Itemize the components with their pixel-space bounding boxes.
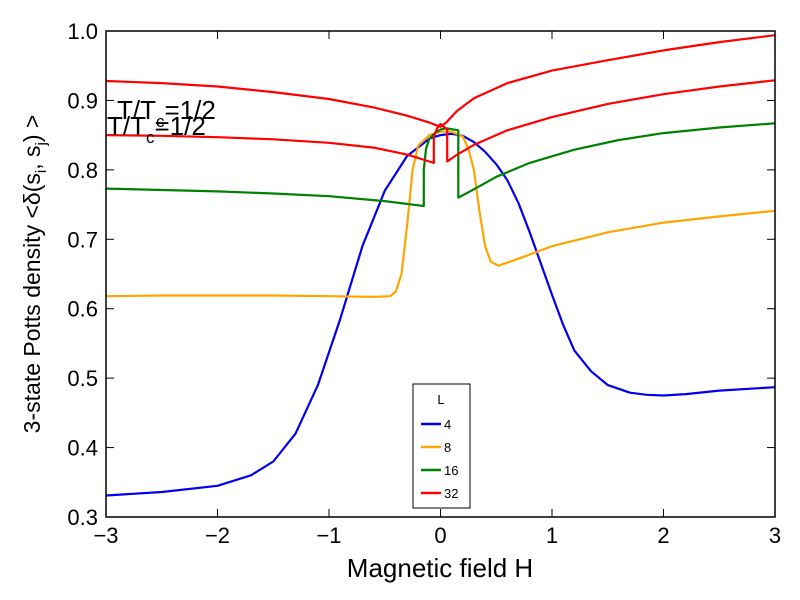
- annotation-temperature-2: T/Tc=1/2: [107, 111, 206, 147]
- y-tick-label: 0.4: [67, 436, 98, 461]
- legend-label-16: 16: [444, 463, 458, 478]
- y-tick-label: 0.5: [67, 366, 98, 391]
- legend-label-8: 8: [444, 440, 451, 455]
- x-tick-label: 0: [434, 523, 446, 548]
- y-tick-label: 0.7: [67, 227, 98, 252]
- y-tick-label: 1.0: [67, 19, 98, 44]
- x-tick-label: −3: [93, 523, 118, 548]
- x-tick-label: −2: [205, 523, 230, 548]
- y-tick-label: 0.3: [67, 505, 98, 530]
- x-tick-label: 2: [657, 523, 669, 548]
- x-tick-label: −1: [316, 523, 341, 548]
- y-tick-label: 0.9: [67, 88, 98, 113]
- annotation-temperature-1: T/Tc=1/2: [117, 95, 216, 131]
- legend-label-32: 32: [444, 486, 458, 501]
- y-tick-label: 0.6: [67, 297, 98, 322]
- plot-lines: [105, 34, 776, 497]
- series-line-extra-4: [105, 34, 776, 128]
- y-tick-label: 0.8: [67, 158, 98, 183]
- legend-label-4: 4: [444, 417, 451, 432]
- x-axis-label: Magnetic field H: [347, 553, 533, 583]
- x-tick-label: 3: [769, 523, 781, 548]
- legend-title: L: [437, 392, 444, 407]
- series-line-16: [105, 122, 776, 208]
- legend: L 4 8 16 32: [412, 383, 471, 509]
- axis-ticks: −3 −2 −1 0 1 2 3 0.3 0.4 0.5 0.6 0.7 0.8 0.9 1.0: [67, 19, 781, 548]
- x-tick-label: 1: [546, 523, 558, 548]
- series-line-32: [105, 79, 776, 164]
- series-line-8: [105, 130, 776, 298]
- series-line-4: [105, 132, 776, 497]
- y-axis-label: 3-state Potts density <δ(si, sj) >: [19, 115, 50, 434]
